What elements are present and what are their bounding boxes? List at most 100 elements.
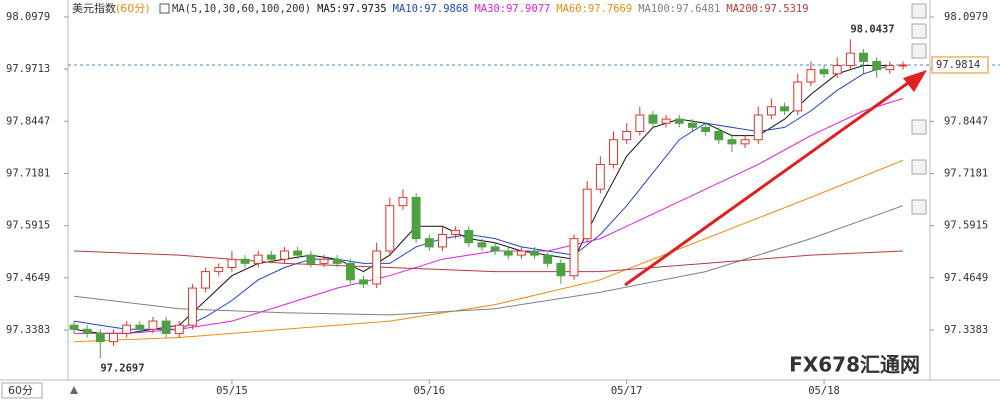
y-tick-label: 97.5915 bbox=[6, 220, 50, 232]
period-box[interactable] bbox=[1, 382, 43, 399]
candle-body bbox=[319, 258, 329, 264]
candle-body bbox=[227, 258, 237, 268]
max-label: 98.0437 bbox=[850, 23, 894, 35]
candle-body bbox=[293, 250, 303, 256]
candle-body bbox=[240, 258, 250, 264]
watermark-cn: 汇通网 bbox=[860, 353, 920, 377]
candle-body bbox=[898, 64, 908, 67]
y-tick-label: 97.5915 bbox=[944, 220, 988, 232]
tool-button[interactable] bbox=[911, 3, 927, 19]
y-tick-label: 98.0979 bbox=[944, 11, 988, 23]
last-price-box bbox=[931, 56, 989, 74]
candle-body bbox=[543, 254, 553, 264]
tool-button[interactable] bbox=[911, 43, 927, 59]
y-tick-label: 97.7181 bbox=[944, 167, 988, 179]
candle-body bbox=[161, 320, 171, 334]
candle-body bbox=[372, 250, 382, 285]
x-tick-label: 05/17 bbox=[611, 385, 643, 397]
y-tick-label: 97.3383 bbox=[944, 324, 988, 336]
candle-body bbox=[753, 114, 763, 141]
tool-button[interactable] bbox=[911, 23, 927, 39]
tool-button[interactable] bbox=[911, 199, 927, 215]
toolbar bbox=[911, 3, 927, 215]
candle-body bbox=[266, 254, 276, 260]
candle-body bbox=[688, 122, 697, 128]
candle-body bbox=[793, 81, 803, 112]
candle-body bbox=[174, 324, 184, 334]
y-tick-label: 97.4649 bbox=[944, 272, 988, 284]
candle-body bbox=[780, 106, 790, 112]
candle-body bbox=[845, 52, 855, 67]
legend-entry: MA100:97.6481 bbox=[638, 3, 720, 15]
candle-body bbox=[359, 279, 368, 285]
tool-button[interactable] bbox=[911, 159, 927, 175]
y-tick-label: 97.9713 bbox=[6, 63, 50, 75]
y-tick-label: 97.8447 bbox=[6, 115, 50, 127]
legend-entry: MA30:97.9077 bbox=[474, 3, 550, 15]
trend-arrow bbox=[624, 76, 916, 287]
candle-body bbox=[714, 130, 724, 141]
candle-body bbox=[819, 69, 829, 75]
x-tick-label: 05/15 bbox=[216, 385, 248, 397]
candle-body bbox=[477, 242, 487, 248]
candle-body bbox=[635, 114, 645, 132]
ma-line bbox=[73, 205, 904, 316]
ma-icon[interactable] bbox=[159, 3, 170, 14]
candle-body bbox=[701, 126, 711, 132]
candle-body bbox=[82, 328, 92, 334]
candle-body bbox=[69, 324, 79, 330]
ma-line bbox=[73, 250, 904, 273]
y-tick-label: 98.0979 bbox=[6, 11, 50, 23]
candle-body bbox=[674, 118, 684, 124]
chart-subtitle: (60分) bbox=[116, 2, 150, 15]
tool-button[interactable] bbox=[911, 119, 927, 135]
candle-body bbox=[201, 271, 211, 289]
candle-body bbox=[503, 250, 513, 256]
candle-body bbox=[109, 332, 118, 343]
candle-body bbox=[859, 52, 868, 62]
legend-entry: MA200:97.5319 bbox=[726, 3, 808, 15]
candle-body bbox=[556, 262, 566, 277]
ma-label: MA(5,10,30,60,100,200) bbox=[172, 3, 311, 15]
scroll-arrow[interactable] bbox=[70, 386, 78, 394]
legend-entry: MA60:97.7669 bbox=[556, 3, 632, 15]
y-tick-label: 97.4649 bbox=[6, 272, 50, 284]
header: 美元指数(60分) bbox=[72, 1, 150, 15]
candle-body bbox=[727, 139, 737, 145]
candle-body bbox=[451, 229, 461, 236]
candle-body bbox=[872, 60, 882, 71]
chart-title: 美元指数 bbox=[72, 1, 116, 15]
candle-body bbox=[411, 196, 421, 240]
candle-body bbox=[648, 114, 658, 124]
candle-body bbox=[345, 262, 355, 281]
y-tick-label: 97.7181 bbox=[6, 167, 50, 179]
candle-body bbox=[516, 250, 526, 256]
legend-entry: MA10:97.9868 bbox=[393, 3, 469, 15]
y-tick-label: 97.3383 bbox=[6, 324, 50, 336]
candle-body bbox=[661, 118, 671, 124]
candle-body bbox=[122, 324, 132, 334]
min-label: 97.2697 bbox=[100, 362, 144, 374]
y-tick-label: 97.8447 bbox=[944, 115, 988, 127]
legend-entry: MA5:97.9735 bbox=[317, 3, 387, 15]
candle-body bbox=[332, 258, 342, 264]
candle-body bbox=[595, 163, 605, 190]
candle-body bbox=[766, 106, 776, 116]
candle-body bbox=[464, 229, 474, 244]
candle-body bbox=[424, 238, 434, 248]
candle-body bbox=[740, 139, 750, 145]
candle-body bbox=[622, 130, 632, 141]
candle-body bbox=[214, 266, 224, 273]
candle-body bbox=[306, 254, 316, 264]
candle-body bbox=[95, 332, 105, 343]
candle-body bbox=[135, 324, 145, 330]
candle-body bbox=[582, 188, 592, 240]
candle-body bbox=[885, 65, 895, 71]
last-price-label: 97.9814 bbox=[936, 59, 980, 71]
candle-body bbox=[609, 139, 618, 165]
period-label[interactable]: 60分 bbox=[8, 384, 33, 397]
ma-legend: MA(5,10,30,60,100,200) MA5:97.9735 MA10:97… bbox=[172, 3, 809, 15]
candle-body bbox=[253, 254, 263, 264]
trend-arrowhead bbox=[903, 70, 927, 92]
x-tick-label: 05/18 bbox=[808, 385, 840, 397]
